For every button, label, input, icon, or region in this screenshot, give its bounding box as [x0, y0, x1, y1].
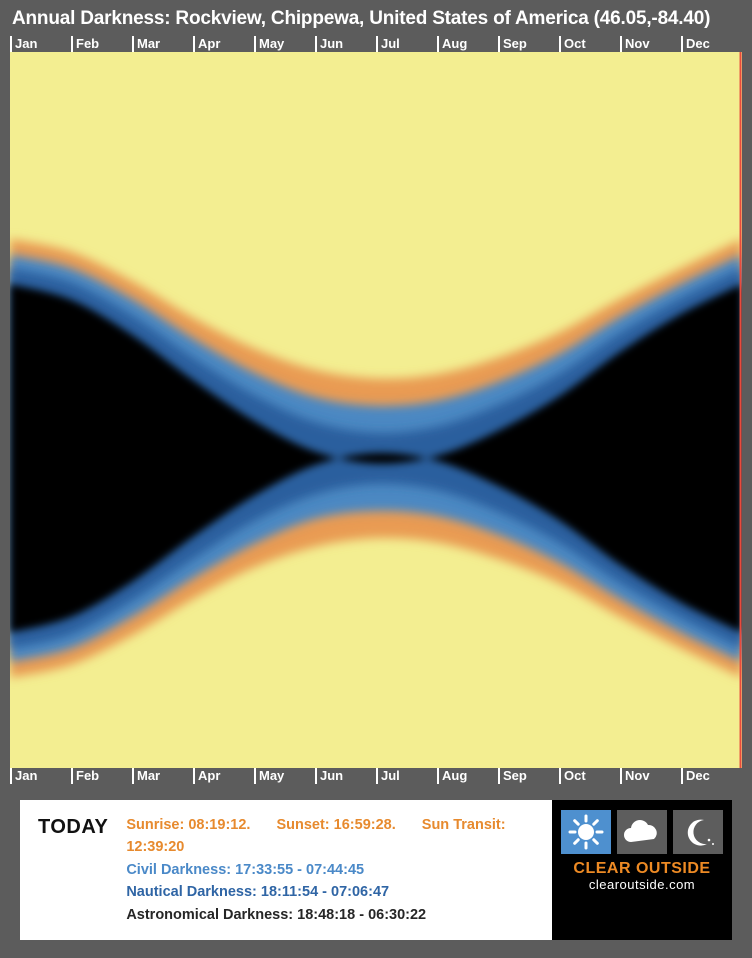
month-tick: Oct	[559, 36, 620, 52]
month-axis-top: JanFebMarAprMayJunJulAugSepOctNovDec	[10, 36, 742, 52]
civil-darkness-line: Civil Darkness: 17:33:55 - 07:44:45	[126, 859, 536, 881]
sunrise-text: Sunrise: 08:19:12.	[126, 817, 250, 833]
month-tick: Mar	[132, 36, 193, 52]
chart-container: JanFebMarAprMayJunJulAugSepOctNovDec Jan…	[10, 36, 742, 784]
brand-url: clearoutside.com	[589, 877, 695, 892]
month-tick: May	[254, 768, 315, 784]
brand-name: CLEAR OUTSIDE	[573, 860, 710, 878]
month-tick: Sep	[498, 768, 559, 784]
sun-icon	[561, 810, 611, 854]
sunset-text: Sunset: 16:59:28.	[276, 817, 395, 833]
month-tick: Nov	[620, 36, 681, 52]
month-tick: Jun	[315, 768, 376, 784]
month-axis-bottom: JanFebMarAprMayJunJulAugSepOctNovDec	[10, 768, 742, 784]
month-tick: Apr	[193, 36, 254, 52]
month-tick: Jul	[376, 36, 437, 52]
month-tick: May	[254, 36, 315, 52]
month-tick: Apr	[193, 768, 254, 784]
astronomical-darkness-line: Astronomical Darkness: 18:48:18 - 06:30:…	[126, 904, 536, 926]
month-tick: Jun	[315, 36, 376, 52]
month-tick: Dec	[681, 768, 742, 784]
month-tick: Feb	[71, 36, 132, 52]
month-tick: Mar	[132, 768, 193, 784]
month-tick: Jan	[10, 36, 71, 52]
month-tick: Oct	[559, 768, 620, 784]
cloud-icon	[617, 810, 667, 854]
today-panel: TODAY Sunrise: 08:19:12. Sunset: 16:59:2…	[20, 800, 552, 940]
month-tick: Aug	[437, 768, 498, 784]
sun-times-line: Sunrise: 08:19:12. Sunset: 16:59:28. Sun…	[126, 814, 536, 859]
month-tick: Feb	[71, 768, 132, 784]
month-tick: Dec	[681, 36, 742, 52]
annual-darkness-chart	[10, 52, 742, 768]
app-frame: Annual Darkness: Rockview, Chippewa, Uni…	[0, 0, 752, 958]
moon-icon	[673, 810, 723, 854]
nautical-darkness-line: Nautical Darkness: 18:11:54 - 07:06:47	[126, 881, 536, 903]
today-details: Sunrise: 08:19:12. Sunset: 16:59:28. Sun…	[126, 814, 536, 926]
month-tick: Aug	[437, 36, 498, 52]
month-tick: Sep	[498, 36, 559, 52]
month-tick: Jan	[10, 768, 71, 784]
page-title: Annual Darkness: Rockview, Chippewa, Uni…	[0, 0, 752, 36]
today-heading: TODAY	[38, 814, 108, 839]
month-tick: Jul	[376, 768, 437, 784]
month-tick: Nov	[620, 768, 681, 784]
footer-panel: TODAY Sunrise: 08:19:12. Sunset: 16:59:2…	[20, 800, 732, 940]
brand-panel: CLEAR OUTSIDE clearoutside.com	[552, 800, 732, 940]
brand-icon-row	[561, 810, 723, 854]
